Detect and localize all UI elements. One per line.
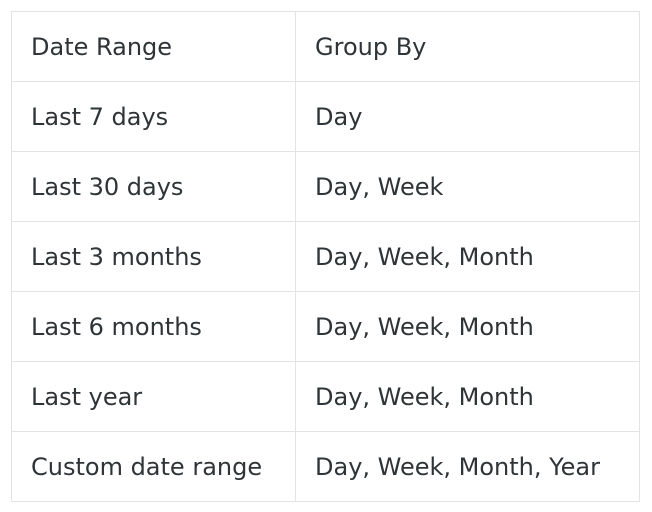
date-range-group-by-table: Date Range Group By Last 7 days Day Last…: [11, 11, 640, 502]
table-row: Last 6 months Day, Week, Month: [11, 291, 640, 362]
group-by-cell: Day, Week, Month: [295, 221, 640, 292]
table-header-row: Date Range Group By: [11, 11, 640, 82]
date-range-cell: Last 3 months: [11, 221, 296, 292]
group-by-cell: Day, Week, Month: [295, 361, 640, 432]
group-by-cell: Day: [295, 81, 640, 152]
group-by-cell: Day, Week: [295, 151, 640, 222]
date-range-cell: Custom date range: [11, 431, 296, 502]
date-range-cell: Last year: [11, 361, 296, 432]
date-range-cell: Last 30 days: [11, 151, 296, 222]
header-group-by: Group By: [295, 11, 640, 82]
group-by-cell: Day, Week, Month, Year: [295, 431, 640, 502]
date-range-cell: Last 6 months: [11, 291, 296, 362]
table-row: Last 30 days Day, Week: [11, 151, 640, 222]
header-date-range: Date Range: [11, 11, 296, 82]
table-row: Last 3 months Day, Week, Month: [11, 221, 640, 292]
table-row: Custom date range Day, Week, Month, Year: [11, 431, 640, 502]
group-by-cell: Day, Week, Month: [295, 291, 640, 362]
table-row: Last year Day, Week, Month: [11, 361, 640, 432]
table-row: Last 7 days Day: [11, 81, 640, 152]
date-range-cell: Last 7 days: [11, 81, 296, 152]
